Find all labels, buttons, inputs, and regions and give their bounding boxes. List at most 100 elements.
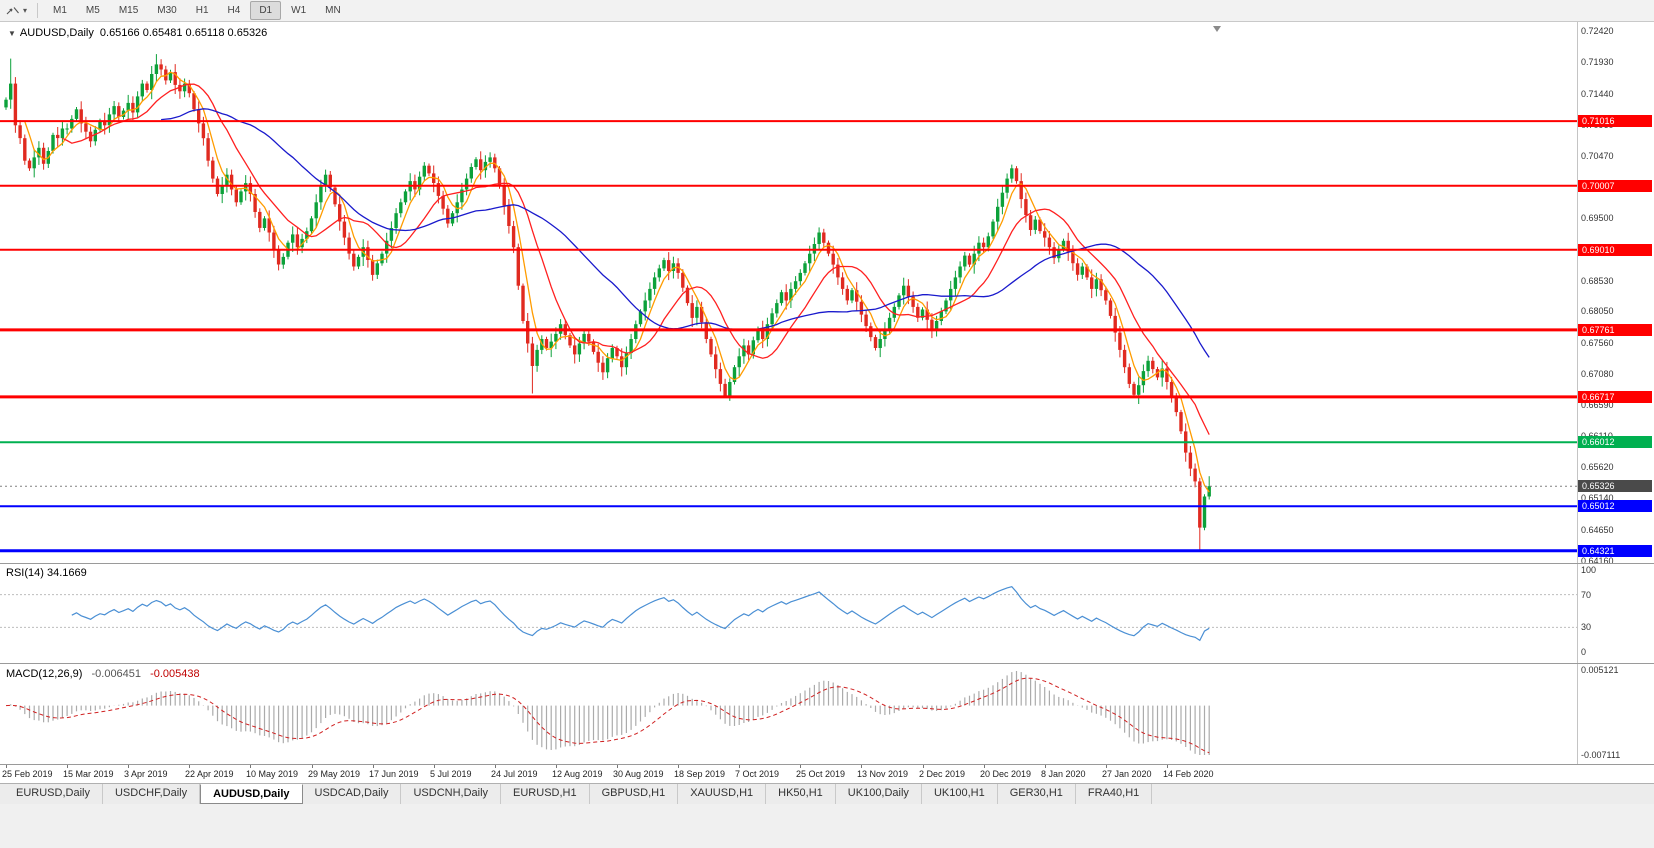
time-axis-label: 24 Jul 2019 [491,769,538,779]
price-level-badge: 0.66012 [1578,436,1652,449]
time-axis-label: 15 Mar 2019 [63,769,114,779]
rsi-panel-canvas[interactable] [0,564,1654,663]
price-scale-label: 100 [1581,565,1597,575]
price-scale-label: 0.72420 [1581,26,1614,36]
time-axis-line [0,764,1654,765]
price-scale-label: 0.66110 [1581,431,1613,441]
price-scale[interactable]: 0.724200.719300.714400.709600.704700.699… [1577,22,1654,764]
timeframe-button-m1[interactable]: M1 [53,5,67,16]
timeframe-button-m30[interactable]: M30 [157,5,177,16]
chart-tab-hk50-h1[interactable]: HK50,H1 [766,784,836,804]
time-axis[interactable]: 25 Feb 2019 15 Mar 2019 3 Apr 2019 22 Apr 2… [0,765,1654,783]
timeframe-button-w1[interactable]: W1 [291,5,307,16]
time-axis-label: 17 Jun 2019 [369,769,419,779]
price-scale-label: 0.005121 [1581,665,1619,675]
timeframe-button-d1[interactable]: D1 [250,1,282,20]
price-scale-label: 70 [1581,589,1592,600]
chart-tab-audusd-daily[interactable]: AUDUSD,Daily [200,784,303,804]
price-level-badge: 0.70007 [1578,179,1652,192]
price-scale-label: 30 [1581,622,1592,633]
time-axis-tick [6,765,7,768]
time-axis-label: 29 May 2019 [308,769,361,779]
time-axis-label: 5 Jul 2019 [430,769,472,779]
time-axis-label: 30 Aug 2019 [613,769,664,779]
price-scale-label: 0.71930 [1581,57,1614,68]
time-axis-label: 22 Apr 2019 [185,769,234,779]
chart-symbol-period: AUDUSD,Daily [19,27,94,39]
chart-collapse-icon[interactable]: ▼ [8,29,16,38]
price-level-badge: 0.71016 [1578,115,1652,128]
price-level-badge: 0.65326 [1578,480,1652,493]
rsi-name: RSI(14) [6,567,44,579]
price-scale-label: 0.69500 [1581,213,1614,224]
timeframe-button-mn[interactable]: MN [325,5,341,16]
timeframe-button-m15[interactable]: M15 [118,5,139,16]
chart-shift-marker-icon [1213,26,1221,32]
time-axis-tick [1167,765,1168,768]
time-axis-label: 2 Dec 2019 [919,769,966,779]
price-scale-label: 0.66590 [1581,400,1614,411]
time-axis-label: 10 May 2019 [246,769,299,779]
time-axis-tick [434,765,435,768]
price-scale-label: 0.64650 [1581,524,1614,535]
time-axis-tick [861,765,862,768]
chart-tab-uk100-h1[interactable]: UK100,H1 [922,784,998,804]
time-axis-tick [556,765,557,768]
chart-tab-ger30-h1[interactable]: GER30,H1 [998,784,1076,804]
time-axis-tick [739,765,740,768]
price-scale-label: 0.64160 [1581,556,1614,566]
time-axis-tick [495,765,496,768]
time-axis-label: 13 Nov 2019 [857,769,909,779]
price-scale-label: 0.65140 [1581,493,1614,504]
chart-tab-eurusd-h1[interactable]: EURUSD,H1 [501,784,590,804]
chart-tab-usdchf-daily[interactable]: USDCHF,Daily [103,784,201,804]
chart-title: ▼ AUDUSD,Daily 0.65166 0.65481 0.65118 0.6… [8,27,267,39]
chart-tab-uk100-daily[interactable]: UK100,Daily [836,784,922,804]
timeframe-button-h1[interactable]: H1 [195,5,209,16]
rsi-value: 34.1669 [46,567,87,579]
time-axis-label: 14 Feb 2020 [1163,769,1214,779]
chart-tab-fra40-h1[interactable]: FRA40,H1 [1076,784,1153,804]
price-scale-separator [1577,22,1578,764]
chart-tab-xauusd-h1[interactable]: XAUUSD,H1 [678,784,767,804]
macd-panel-splitter[interactable] [0,663,1654,664]
time-axis-tick [1045,765,1046,768]
price-scale-label: 0.65620 [1581,462,1614,473]
time-axis-tick [923,765,924,768]
time-axis-label: 3 Apr 2019 [124,769,168,779]
price-level-badge: 0.67761 [1578,323,1652,336]
time-axis-label: 12 Aug 2019 [552,769,603,779]
price-scale-label: 0.70470 [1581,151,1614,162]
status-area [0,804,1654,848]
time-axis-label: 7 Oct 2019 [735,769,780,779]
timeframe-button-m5[interactable]: M5 [85,5,100,16]
main-chart-canvas[interactable] [0,22,1654,563]
time-axis-label: 27 Jan 2020 [1102,769,1152,779]
time-axis-tick [984,765,985,768]
timeframe-button-h4[interactable]: H4 [227,5,241,16]
price-scale-label: 0.67080 [1581,368,1614,379]
chart-tab-eurusd-daily[interactable]: EURUSD,Daily [4,784,103,804]
chart-tab-usdcnh-daily[interactable]: USDCNH,Daily [401,784,502,804]
timeframe-toolbar: ▾ M1 M5 M15 M30 H1 H4 D1 W1 MN [0,0,1654,22]
time-axis-label: 25 Feb 2019 [2,769,53,779]
rsi-panel-splitter[interactable] [0,563,1654,564]
macd-main-value: -0.006451 [91,668,142,680]
time-axis-label: 18 Sep 2019 [674,769,726,779]
time-axis-tick [617,765,618,768]
chart-tab-bar: EURUSD,Daily USDCHF,Daily AUDUSD,Daily USDC… [0,783,1654,804]
time-axis-tick [678,765,679,768]
price-level-badge: 0.65012 [1578,500,1652,513]
chart-ohlc-values: 0.65166 0.65481 0.65118 0.65326 [99,27,268,39]
crosshair-cursor-icon[interactable] [5,4,21,17]
price-scale-label: -0.007111 [1581,750,1621,760]
time-axis-label: 8 Jan 2020 [1041,769,1086,779]
price-scale-label: 0 [1581,647,1587,657]
chart-tab-gbpusd-h1[interactable]: GBPUSD,H1 [590,784,679,804]
chart-tab-usdcad-daily[interactable]: USDCAD,Daily [303,784,402,804]
price-scale-label: 0.71440 [1581,88,1614,99]
macd-panel-canvas[interactable] [0,664,1654,764]
time-axis-tick [800,765,801,768]
chart-tools-dropdown-icon[interactable]: ▾ [23,6,28,15]
